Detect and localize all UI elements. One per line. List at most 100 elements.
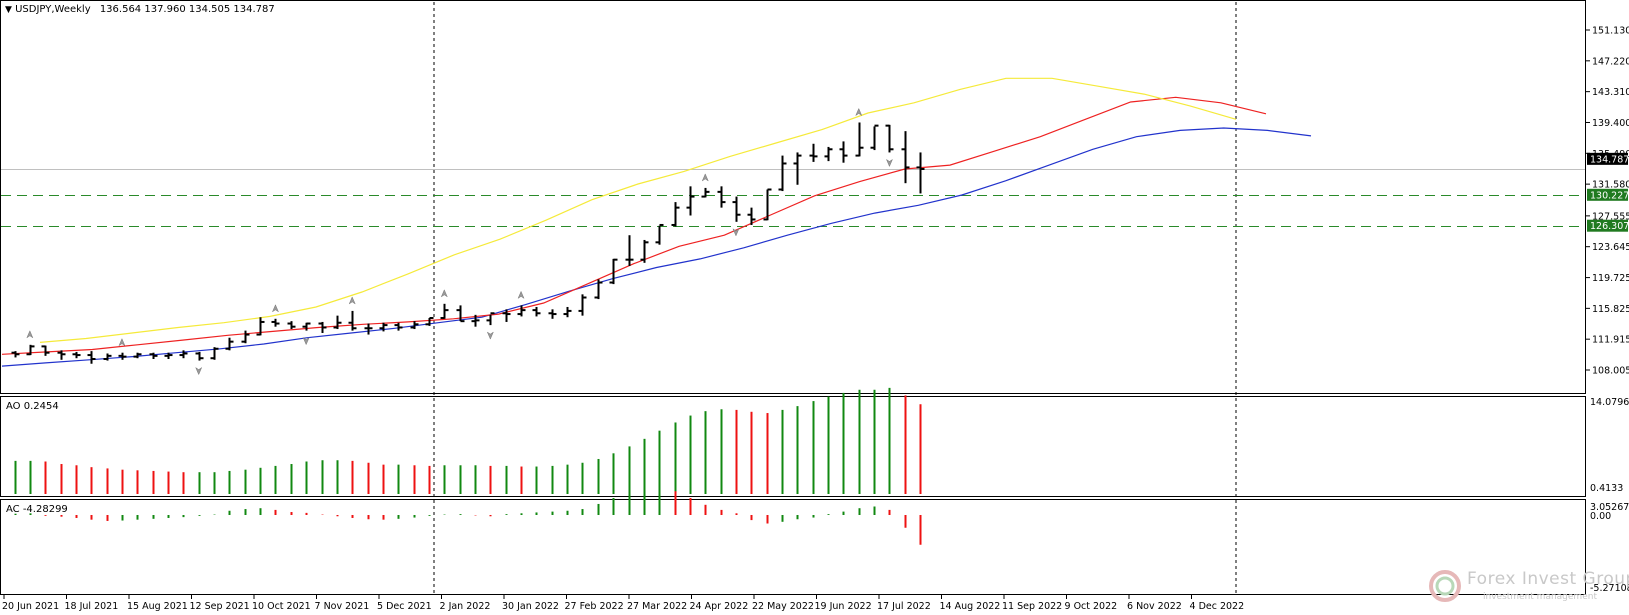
ohlc-bar (410, 321, 419, 330)
fractal-down-icon (732, 228, 740, 237)
ma-mid-line (1, 96, 1267, 355)
ac-indicator-label: AC -4.28299 (6, 504, 68, 515)
time-tick-label: 18 Jul 2021 (65, 601, 119, 612)
ohlc-bar (72, 351, 81, 359)
ohlc-bar (87, 351, 96, 364)
ohlc-bar (318, 321, 327, 333)
ohlc-bar (916, 152, 925, 194)
ohlc-bar (885, 124, 894, 153)
ohlc-bar (517, 305, 526, 317)
ohlc-bar (717, 186, 726, 208)
ohlc-bar (133, 352, 142, 359)
time-tick-label: 2 Jan 2022 (440, 601, 491, 612)
support-level-label: 130.227 (1590, 190, 1629, 201)
fractal-up-icon (440, 289, 448, 298)
time-tick-label: 27 Feb 2022 (565, 601, 624, 612)
fractal-markers (26, 107, 894, 376)
ohlc-bar (609, 258, 618, 285)
ohlc-bar (149, 352, 158, 360)
fractal-down-icon (486, 331, 494, 340)
time-axis: 20 Jun 2021 18 Jul 2021 15 Aug 2021 12 Sep … (2, 594, 1244, 612)
ao-indicator-label: AO 0.2454 (6, 401, 59, 412)
ohlc-bar (41, 345, 50, 356)
time-tick-label: 24 Apr 2022 (690, 601, 749, 612)
time-tick-label: 14 Aug 2022 (940, 601, 1001, 612)
price-tick-label: 108.005 (1592, 366, 1629, 377)
ohlc-bar (486, 312, 495, 326)
ohlc-bar (655, 223, 664, 245)
fractal-up-icon (118, 338, 126, 347)
ohlc-bar (901, 131, 910, 184)
ohlc-bar (548, 309, 557, 319)
fractal-up-icon (517, 290, 525, 300)
ohlc-bar (870, 124, 879, 151)
time-tick-label: 10 Oct 2021 (252, 601, 311, 612)
support-level-label-bg (1587, 219, 1628, 232)
fractal-down-icon (195, 366, 203, 376)
ohlc-bar (364, 323, 373, 335)
ac-tick-label: 0.00 (1590, 511, 1611, 522)
price-tick-label: 139.400 (1592, 118, 1629, 129)
ohlc-bar (625, 235, 634, 266)
ohlc-bar (394, 322, 403, 331)
ohlc-bar (333, 315, 342, 330)
price-tick-label: 151.130 (1592, 26, 1629, 37)
ohlc-bar (578, 294, 587, 316)
ohlc-values: 136.564 137.960 134.505 134.787 (99, 4, 275, 15)
ohlc-bar (179, 350, 188, 359)
ma-fast-line (39, 77, 1237, 343)
time-tick-label: 4 Dec 2022 (1190, 601, 1245, 612)
moving-averages (1, 77, 1312, 367)
price-tick-label: 131.580 (1592, 180, 1629, 191)
ao-tick-label: 0.4133 (1590, 483, 1623, 494)
ohlc-bar (425, 317, 434, 326)
ohlc-bar (225, 337, 234, 351)
ohlc-bar (778, 155, 787, 192)
fractal-up-icon (701, 173, 709, 182)
ohlc-bar (839, 141, 848, 163)
ohlc-bar (241, 330, 250, 344)
ohlc-bar (732, 196, 741, 222)
ohlc-bar (594, 279, 603, 300)
time-tick-label: 7 Nov 2021 (315, 601, 370, 612)
watermark-subtitle: investment management (1483, 592, 1597, 602)
ohlc-bar (563, 306, 572, 318)
ao-histogram (14, 387, 922, 494)
ohlc-bar (456, 305, 465, 323)
ohlc-bar (747, 207, 756, 225)
ohlc-bar (348, 310, 357, 331)
current-price-label: 134.787 (1590, 154, 1629, 165)
ohlc-bar (379, 322, 388, 332)
ao-pane-frame (0, 396, 1586, 497)
ohlc-bar (471, 314, 480, 327)
pane-borders (0, 0, 1586, 595)
time-tick-label: 11 Sep 2022 (1002, 601, 1062, 612)
ohlc-bar (271, 318, 280, 327)
time-tick-label: 20 Jun 2021 (2, 601, 59, 612)
ohlc-bar (256, 317, 265, 336)
price-tick-label: 147.220 (1592, 56, 1629, 67)
ohlc-bar (103, 353, 112, 361)
current-price-label-bg (1587, 152, 1628, 165)
support-lines[interactable] (1, 169, 1585, 227)
ac-tick-label: -5.27108 (1590, 583, 1629, 594)
time-tick-label: 17 Jul 2022 (877, 601, 931, 612)
watermark-name: Forex Invest Group OU (1467, 569, 1629, 589)
watermark: Forex Invest Group OU investment managem… (1425, 566, 1629, 610)
collapse-triangle-icon[interactable]: ▼ (5, 5, 12, 15)
support-level-label: 126.307 (1590, 221, 1629, 232)
price-tick-label: 119.725 (1592, 273, 1629, 284)
price-bars (11, 122, 925, 364)
price-tick-label: 143.310 (1592, 87, 1629, 98)
fractal-up-icon (26, 330, 34, 339)
price-tick-label: 123.645 (1592, 242, 1629, 253)
time-tick-label: 15 Aug 2021 (127, 601, 188, 612)
ohlc-bar (210, 347, 219, 360)
ohlc-bar (118, 352, 127, 360)
ohlc-bar (287, 321, 296, 330)
price-tick-label: 111.915 (1592, 335, 1629, 346)
watermark-logo-icon (1429, 570, 1461, 602)
ohlc-bar (701, 187, 710, 198)
ohlc-bar (11, 351, 20, 358)
